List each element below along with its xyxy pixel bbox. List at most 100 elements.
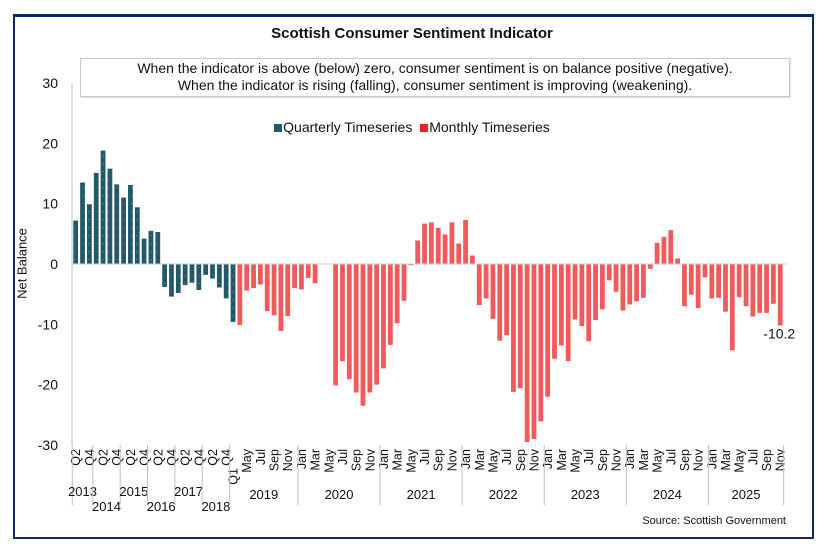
x-year-label: 2016 xyxy=(147,499,176,514)
y-tick-label: -10 xyxy=(38,316,58,332)
bar-quarterly xyxy=(203,264,209,275)
x-tick-label: Jul xyxy=(254,449,268,465)
bar-monthly xyxy=(743,264,749,307)
bar-monthly xyxy=(415,240,421,264)
bar-monthly xyxy=(456,243,462,264)
bar-monthly xyxy=(285,264,291,316)
bar-monthly xyxy=(463,219,468,264)
bar-monthly xyxy=(682,264,687,307)
bar-monthly xyxy=(538,264,544,422)
bar-monthly xyxy=(442,234,448,264)
x-tick-label: Q2 xyxy=(97,449,111,466)
x-tick-label: Jul xyxy=(664,449,678,465)
y-tick-label: 20 xyxy=(42,135,58,151)
bar-monthly xyxy=(470,255,475,264)
x-year-label: 2015 xyxy=(119,484,148,499)
bar-monthly xyxy=(360,264,366,406)
x-tick-label: Q1 xyxy=(227,468,241,485)
bar-quarterly xyxy=(169,264,174,297)
x-tick-label: Nov xyxy=(527,448,541,471)
x-tick-label: Jul xyxy=(500,449,514,465)
bar-monthly xyxy=(661,236,667,264)
bar-monthly xyxy=(709,264,715,299)
bar-monthly xyxy=(593,264,598,321)
x-tick-label: Q4 xyxy=(192,449,206,466)
bar-monthly xyxy=(572,264,578,320)
bar-monthly xyxy=(367,264,373,393)
bar-quarterly xyxy=(155,232,161,264)
bar-quarterly xyxy=(86,204,92,264)
x-tick-label: Jan xyxy=(377,449,391,469)
bar-monthly xyxy=(668,230,674,264)
bar-monthly xyxy=(524,264,530,442)
bar-monthly xyxy=(353,264,359,393)
legend-swatch-quarterly xyxy=(274,124,283,132)
x-tick-label: Sep xyxy=(678,449,692,471)
x-tick-label: Jan xyxy=(623,449,637,469)
bar-monthly xyxy=(292,264,297,289)
bar-monthly xyxy=(278,264,284,331)
bar-monthly xyxy=(476,264,482,306)
bar-monthly xyxy=(675,258,681,264)
x-tick-label: Q4 xyxy=(220,449,234,466)
bar-monthly xyxy=(394,264,400,324)
x-tick-label: Mar xyxy=(309,449,323,471)
bar-monthly xyxy=(641,264,646,298)
x-tick-label: Jan xyxy=(295,449,309,469)
bar-monthly xyxy=(545,264,551,397)
legend-label-monthly: Monthly Timeseries xyxy=(429,119,550,135)
bar-monthly xyxy=(688,264,694,295)
x-tick-label: May xyxy=(733,448,747,472)
bar-quarterly xyxy=(121,197,126,264)
bar-monthly xyxy=(627,264,633,305)
bar-monthly xyxy=(750,264,756,317)
x-tick-label: Sep xyxy=(596,449,610,471)
bar-quarterly xyxy=(114,184,120,264)
x-year-label: 2014 xyxy=(92,499,121,514)
x-tick-label: Nov xyxy=(774,448,788,471)
bar-quarterly xyxy=(162,264,168,287)
bar-monthly xyxy=(237,264,243,325)
x-tick-label: Nov xyxy=(692,448,706,471)
x-tick-label: Mar xyxy=(719,449,733,471)
bar-monthly xyxy=(613,264,619,292)
x-year-label: 2017 xyxy=(174,484,203,499)
x-tick-label: Jul xyxy=(746,449,760,465)
bar-monthly xyxy=(531,264,537,439)
bar-monthly xyxy=(558,264,564,346)
bar-quarterly xyxy=(128,184,133,264)
x-tick-label: Nov xyxy=(363,448,377,471)
bar-monthly xyxy=(312,264,318,284)
bar-monthly xyxy=(401,264,407,301)
bar-monthly xyxy=(490,264,496,319)
y-tick-label: 10 xyxy=(42,196,58,212)
x-year-label: 2023 xyxy=(571,487,600,502)
bar-monthly xyxy=(422,223,427,264)
x-tick-label: Mar xyxy=(637,449,651,471)
bar-monthly xyxy=(497,264,503,341)
bar-monthly xyxy=(428,222,434,264)
bar-quarterly xyxy=(175,264,181,293)
x-tick-label: Sep xyxy=(268,449,282,471)
bar-monthly xyxy=(511,264,516,392)
bar-quarterly xyxy=(80,182,85,264)
bar-monthly xyxy=(634,264,639,302)
data-label-latest: -10.2 xyxy=(763,326,795,342)
bar-quarterly xyxy=(223,264,229,299)
x-tick-label: Q4 xyxy=(165,449,179,466)
x-tick-label: Q2 xyxy=(151,449,165,466)
bar-quarterly xyxy=(182,264,188,286)
x-tick-label: Q4 xyxy=(138,449,152,466)
x-tick-label: Mar xyxy=(473,449,487,471)
x-tick-label: Nov xyxy=(445,448,459,471)
bar-monthly xyxy=(299,264,304,290)
legend: Quarterly Timeseries Monthly Timeseries xyxy=(0,119,824,135)
bar-monthly xyxy=(716,264,722,298)
x-tick-label: Sep xyxy=(760,449,774,471)
bar-quarterly xyxy=(141,238,147,264)
x-tick-label: May xyxy=(404,448,418,472)
x-tick-label: Jul xyxy=(336,449,350,465)
x-year-label: 2024 xyxy=(653,487,682,502)
bar-quarterly xyxy=(210,264,215,279)
